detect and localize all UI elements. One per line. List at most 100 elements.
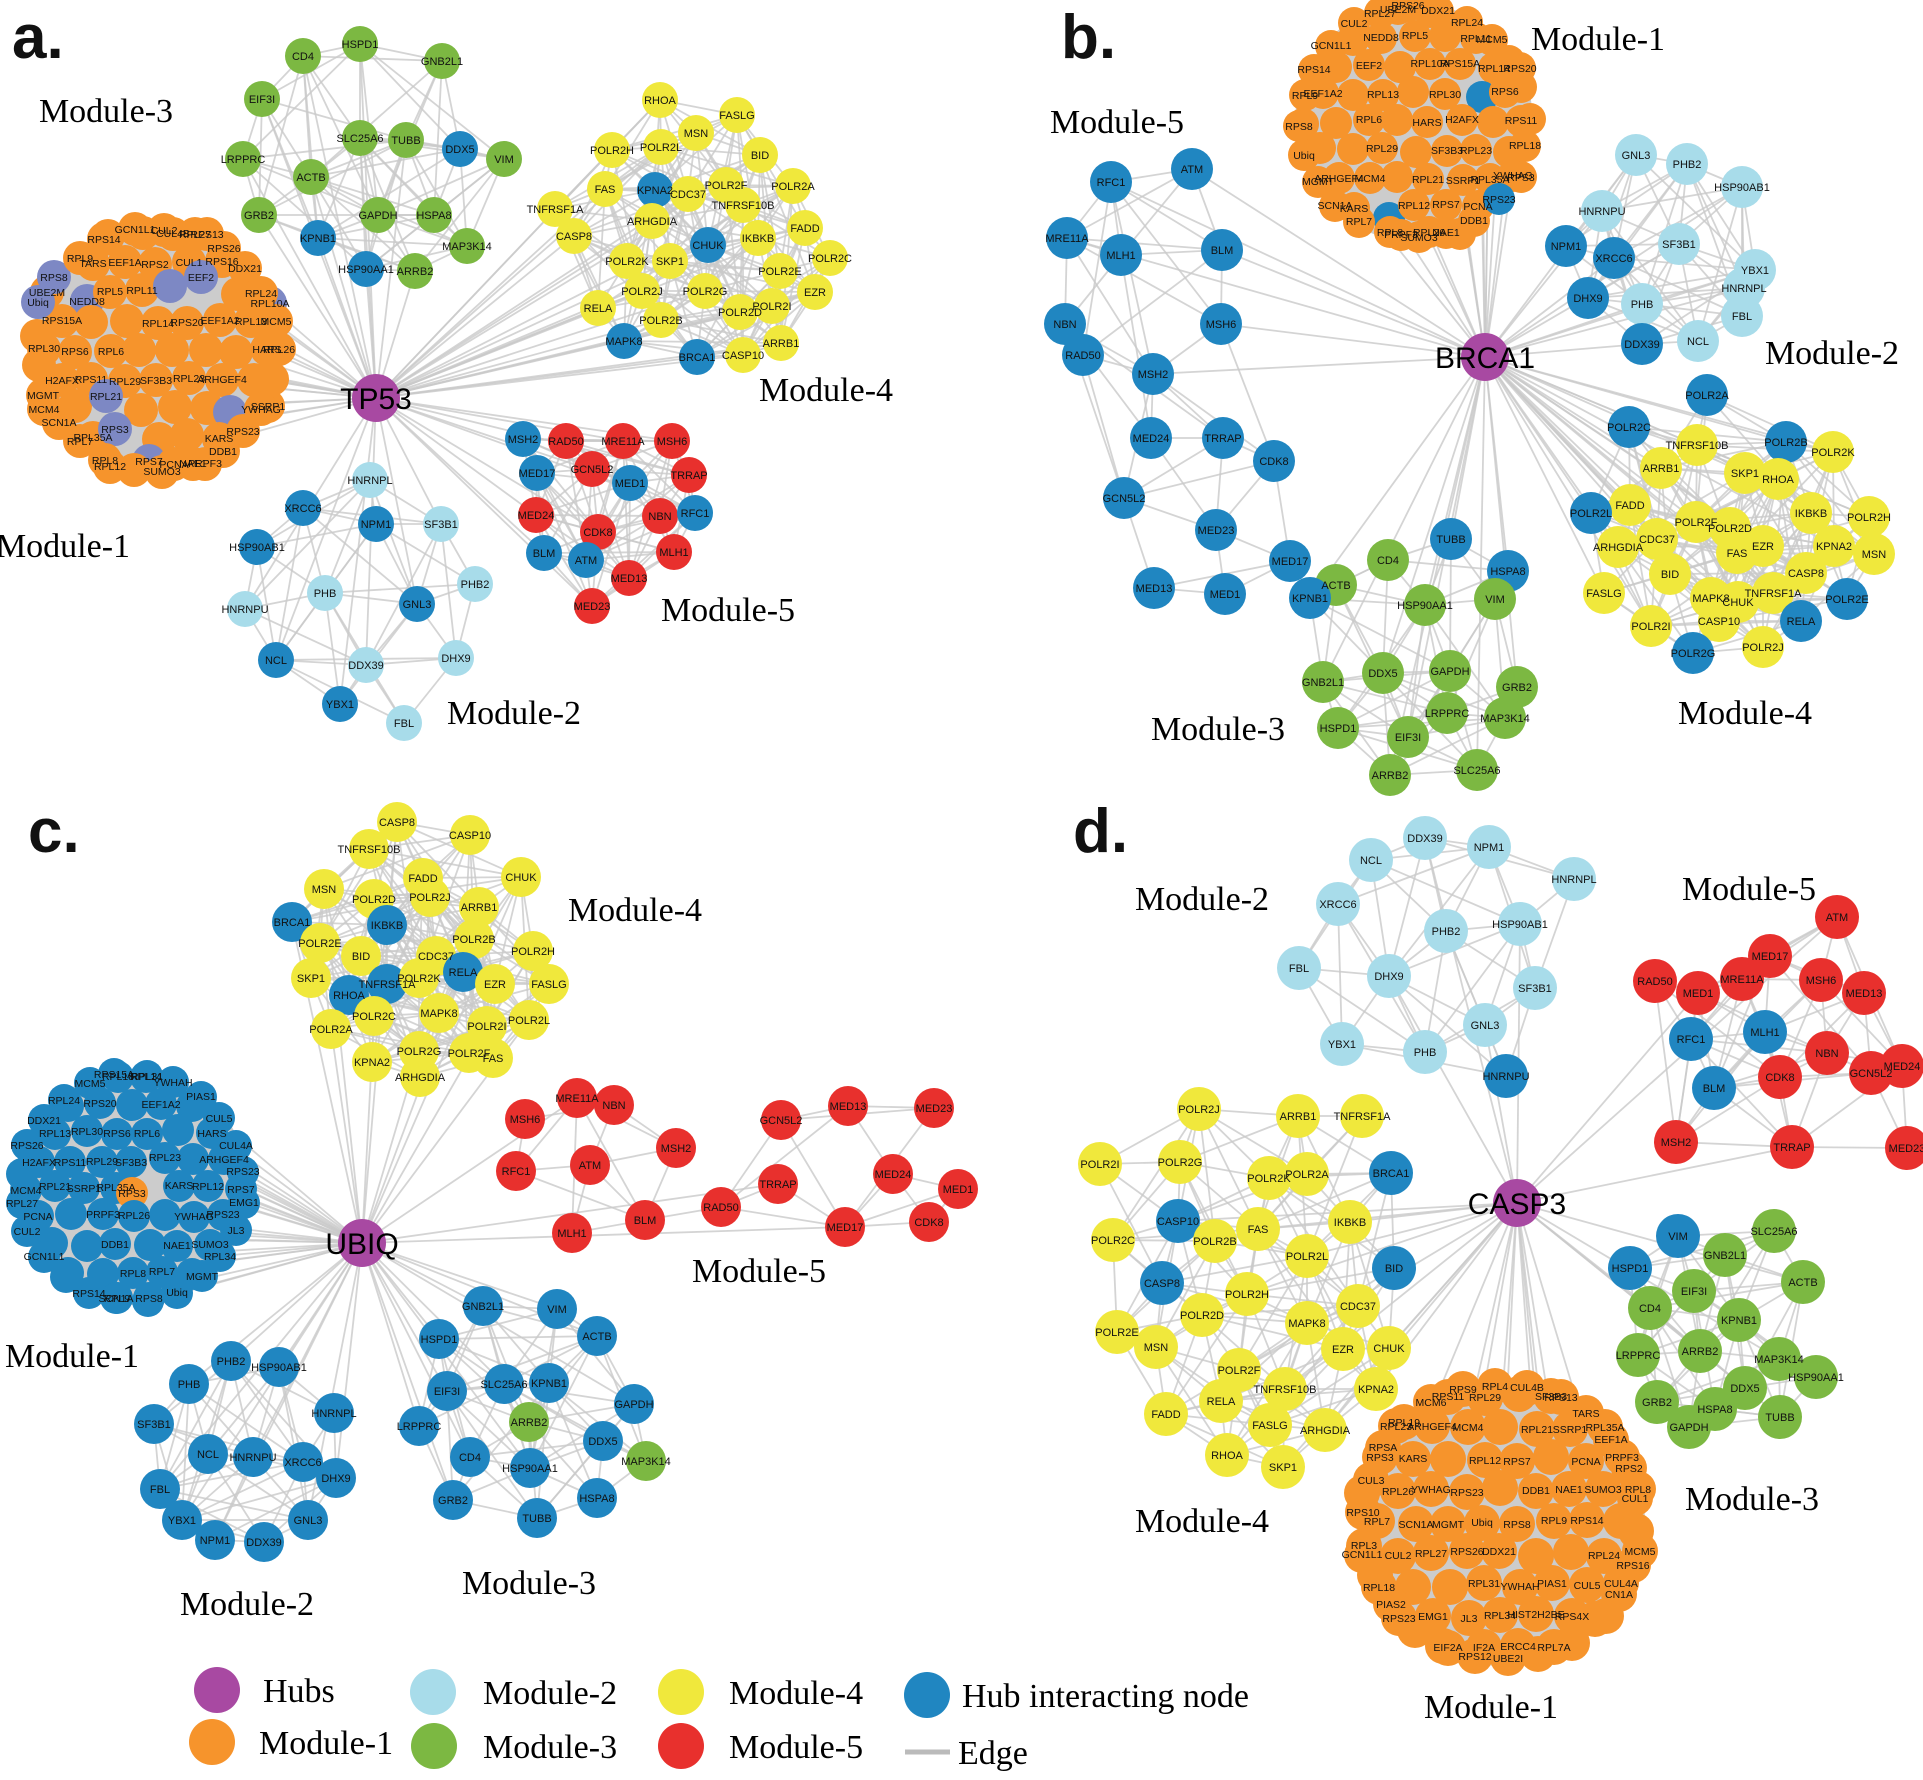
svg-text:POLR2K: POLR2K xyxy=(1247,1173,1291,1185)
svg-text:ARHGDIA: ARHGDIA xyxy=(1593,542,1644,554)
svg-text:UBE2I: UBE2I xyxy=(1493,1653,1523,1665)
svg-text:RFC1: RFC1 xyxy=(1097,177,1126,189)
svg-text:PHB2: PHB2 xyxy=(1673,159,1702,171)
svg-text:CHUK: CHUK xyxy=(692,240,724,252)
svg-text:SKP1: SKP1 xyxy=(297,973,325,985)
svg-text:CASP8: CASP8 xyxy=(379,817,415,829)
svg-text:RPL14: RPL14 xyxy=(1478,63,1510,75)
svg-text:CUL2: CUL2 xyxy=(1341,18,1368,30)
svg-text:TNFRSF1A: TNFRSF1A xyxy=(1745,588,1803,600)
svg-text:Module-3: Module-3 xyxy=(1151,711,1285,748)
svg-text:CD4: CD4 xyxy=(292,51,314,63)
svg-text:RPS11: RPS11 xyxy=(1432,1391,1465,1403)
svg-text:FAS: FAS xyxy=(1248,1224,1269,1236)
svg-text:YBX1: YBX1 xyxy=(1328,1039,1356,1051)
svg-text:MED24: MED24 xyxy=(1133,433,1170,445)
svg-text:PIAS1: PIAS1 xyxy=(1537,1578,1567,1590)
svg-text:RPS8: RPS8 xyxy=(1503,1519,1531,1531)
svg-text:EEF1A2: EEF1A2 xyxy=(141,1099,180,1111)
svg-text:PHB2: PHB2 xyxy=(217,1356,246,1368)
svg-text:HNRNPU: HNRNPU xyxy=(221,604,268,616)
svg-text:DDB1: DDB1 xyxy=(209,446,237,458)
svg-text:RPL31: RPL31 xyxy=(131,1071,163,1083)
svg-text:GAPDH: GAPDH xyxy=(614,1399,653,1411)
svg-text:TNFRSF10B: TNFRSF10B xyxy=(712,200,775,212)
svg-text:RPS6: RPS6 xyxy=(61,346,89,358)
svg-text:DDB1: DDB1 xyxy=(1522,1485,1550,1497)
svg-text:MSN: MSN xyxy=(1144,1342,1169,1354)
svg-text:CDC37: CDC37 xyxy=(1340,1301,1376,1313)
svg-text:HSPD1: HSPD1 xyxy=(1320,723,1357,735)
svg-text:ACTB: ACTB xyxy=(1788,1277,1817,1289)
svg-text:MCM4: MCM4 xyxy=(29,404,60,416)
svg-text:BLM: BLM xyxy=(1211,245,1234,257)
svg-text:SSRP1: SSRP1 xyxy=(251,401,286,413)
svg-text:RPL7: RPL7 xyxy=(1364,1516,1390,1528)
svg-text:Module-2: Module-2 xyxy=(1765,335,1899,372)
svg-text:RPS23: RPS23 xyxy=(226,426,259,438)
svg-text:RPS3: RPS3 xyxy=(1507,172,1535,184)
svg-text:GRB2: GRB2 xyxy=(1642,1397,1672,1409)
svg-text:RHOA: RHOA xyxy=(644,95,676,107)
svg-text:MGMT: MGMT xyxy=(1432,1519,1465,1531)
svg-text:MED1: MED1 xyxy=(943,1184,974,1196)
svg-text:RPS8: RPS8 xyxy=(1285,121,1313,133)
svg-text:IKBKB: IKBKB xyxy=(1795,508,1827,520)
svg-text:JL3: JL3 xyxy=(228,1225,245,1237)
svg-text:MCM6: MCM6 xyxy=(1416,1397,1447,1409)
svg-text:RPL21: RPL21 xyxy=(39,1181,71,1193)
svg-text:RPSA: RPSA xyxy=(1369,1442,1398,1454)
svg-text:POLR2L: POLR2L xyxy=(640,142,682,154)
svg-text:RAD50: RAD50 xyxy=(548,436,583,448)
svg-text:TNFRSF10B: TNFRSF10B xyxy=(1666,440,1729,452)
svg-text:RPL7: RPL7 xyxy=(149,1266,175,1278)
svg-text:RPL23: RPL23 xyxy=(1460,145,1492,157)
svg-text:NBN: NBN xyxy=(1053,319,1076,331)
svg-text:HARS: HARS xyxy=(252,344,281,356)
svg-text:SKP1: SKP1 xyxy=(656,256,684,268)
svg-text:RPS26: RPS26 xyxy=(1450,1546,1483,1558)
svg-text:DDX39: DDX39 xyxy=(246,1537,281,1549)
svg-text:HNRNPL: HNRNPL xyxy=(311,1408,356,1420)
svg-text:FAS: FAS xyxy=(1727,548,1748,560)
svg-text:SCN1A: SCN1A xyxy=(98,1293,133,1305)
svg-text:GNL3: GNL3 xyxy=(1622,150,1651,162)
svg-text:RPS11: RPS11 xyxy=(54,1157,87,1169)
svg-text:Module-5: Module-5 xyxy=(1050,104,1184,141)
svg-text:c.: c. xyxy=(28,797,80,866)
svg-text:d.: d. xyxy=(1073,797,1128,866)
svg-text:TUBB: TUBB xyxy=(391,135,420,147)
svg-text:PHB: PHB xyxy=(1414,1047,1437,1059)
svg-text:XRCC6: XRCC6 xyxy=(1319,899,1356,911)
svg-text:POLR2K: POLR2K xyxy=(1811,447,1855,459)
svg-text:ATM: ATM xyxy=(1826,912,1848,924)
svg-text:CDC37: CDC37 xyxy=(1639,534,1675,546)
svg-text:GNB2L1: GNB2L1 xyxy=(462,1301,504,1313)
svg-text:ACTB: ACTB xyxy=(1321,580,1350,592)
svg-text:Module-2: Module-2 xyxy=(1135,881,1269,918)
svg-text:MED13: MED13 xyxy=(1846,988,1883,1000)
svg-text:SSRP1: SSRP1 xyxy=(1553,1424,1588,1436)
svg-text:MAP3K14: MAP3K14 xyxy=(442,241,492,253)
svg-text:MCM4: MCM4 xyxy=(1355,173,1386,185)
svg-text:BRCA1: BRCA1 xyxy=(274,917,311,929)
svg-text:SLC25A6: SLC25A6 xyxy=(480,1379,527,1391)
svg-text:MLH1: MLH1 xyxy=(557,1228,586,1240)
svg-text:HSP90AA1: HSP90AA1 xyxy=(1788,1372,1844,1384)
svg-text:CDK8: CDK8 xyxy=(1765,1072,1794,1084)
svg-text:Edge: Edge xyxy=(958,1735,1028,1772)
svg-text:MAPK8: MAPK8 xyxy=(1288,1318,1325,1330)
svg-text:BID: BID xyxy=(751,150,769,162)
svg-text:TRRAP: TRRAP xyxy=(1204,433,1241,445)
svg-text:SUMO3: SUMO3 xyxy=(1584,1484,1622,1496)
svg-text:CD4: CD4 xyxy=(459,1452,481,1464)
svg-text:CDC37: CDC37 xyxy=(418,951,454,963)
svg-text:HSPA8: HSPA8 xyxy=(579,1493,614,1505)
svg-text:CDK8: CDK8 xyxy=(914,1217,943,1229)
svg-text:RPL27: RPL27 xyxy=(1364,8,1396,20)
svg-text:TNFRSF1A: TNFRSF1A xyxy=(527,204,585,216)
svg-text:MSN: MSN xyxy=(684,128,709,140)
svg-text:IKBKB: IKBKB xyxy=(742,233,774,245)
svg-text:SCN1A: SCN1A xyxy=(41,417,76,429)
svg-text:CASP8: CASP8 xyxy=(556,231,592,243)
